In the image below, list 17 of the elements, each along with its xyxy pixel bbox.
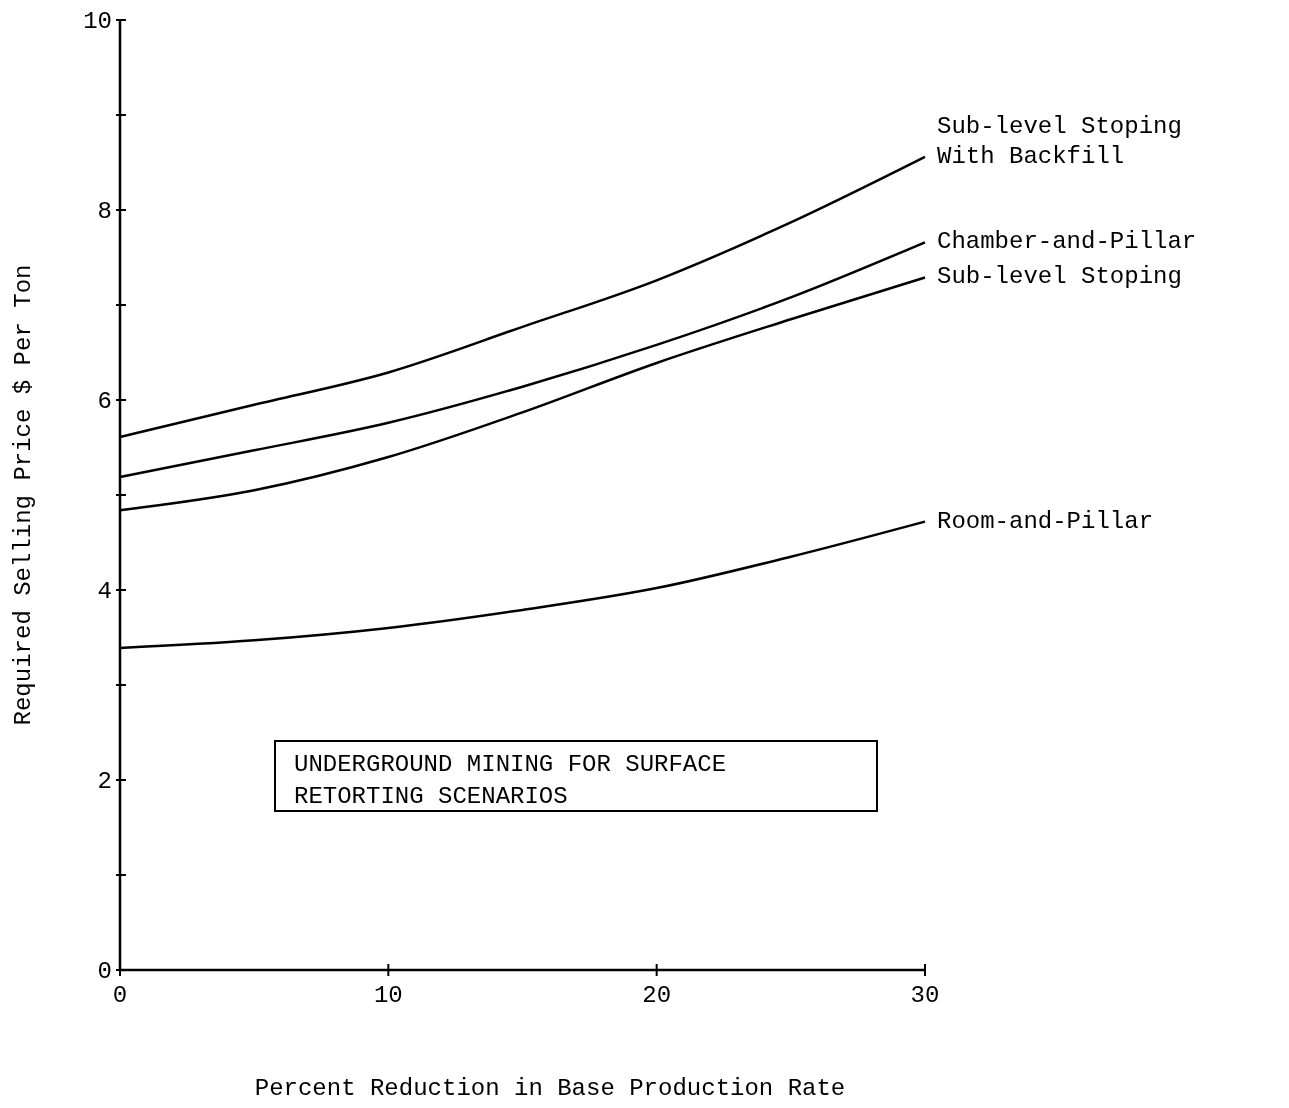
y-tick-label: 8 [97, 198, 112, 225]
note-box: UNDERGROUND MINING FOR SURFACE RETORTING SCENARIOS [274, 740, 878, 812]
series-label: Chamber-and-Pillar [937, 228, 1197, 256]
x-tick-label: 10 [373, 982, 403, 1009]
y-tick-label: 6 [97, 388, 112, 415]
y-tick-label: 4 [97, 578, 112, 605]
annotation: UNDERGROUND MINING FOR SURFACE RETORTING SCENARIOS [294, 751, 727, 810]
y-tick-label: 10 [83, 8, 112, 35]
x-tick-label: 30 [910, 982, 940, 1009]
series-label: Sub-level Stoping [937, 263, 1182, 291]
series-label: Room-and-Pillar [937, 507, 1154, 535]
x-axis-title: Percent Reduction in Base Production Rate [254, 1075, 846, 1102]
y-axis-title: Required Selling Price $ Per Ton [10, 264, 37, 726]
y-tick-label: 2 [97, 768, 112, 795]
y-tick-label: 0 [97, 958, 112, 985]
x-tick-label: 20 [642, 982, 672, 1009]
series-label: Sub-level Stoping With Backfill [937, 112, 1182, 170]
